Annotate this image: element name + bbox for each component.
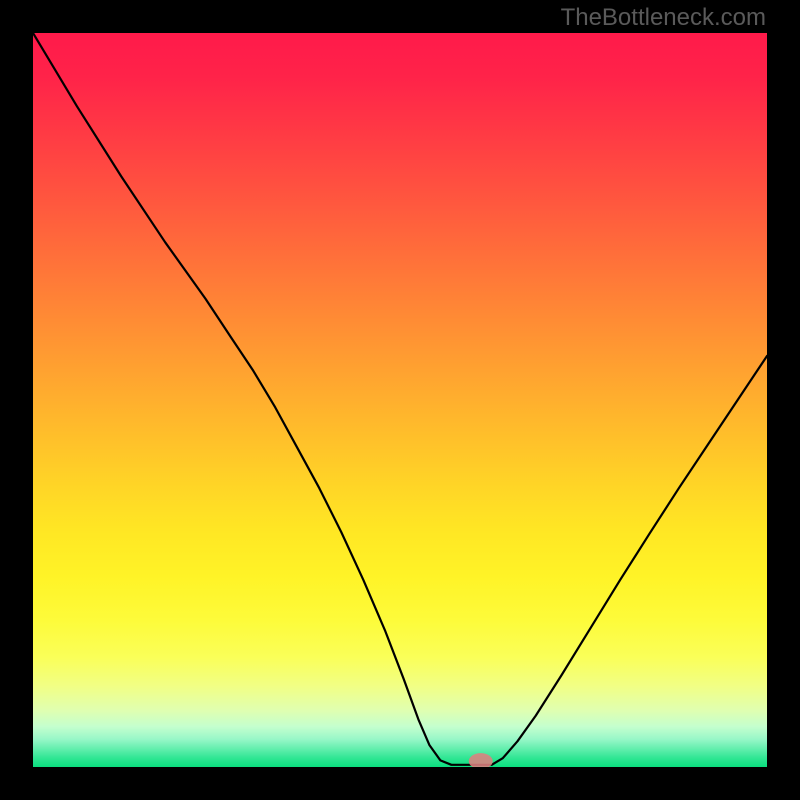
gradient-background	[33, 33, 767, 767]
watermark-text: TheBottleneck.com	[561, 4, 766, 32]
chart-svg	[33, 33, 767, 767]
chart-plot-area	[33, 33, 767, 767]
